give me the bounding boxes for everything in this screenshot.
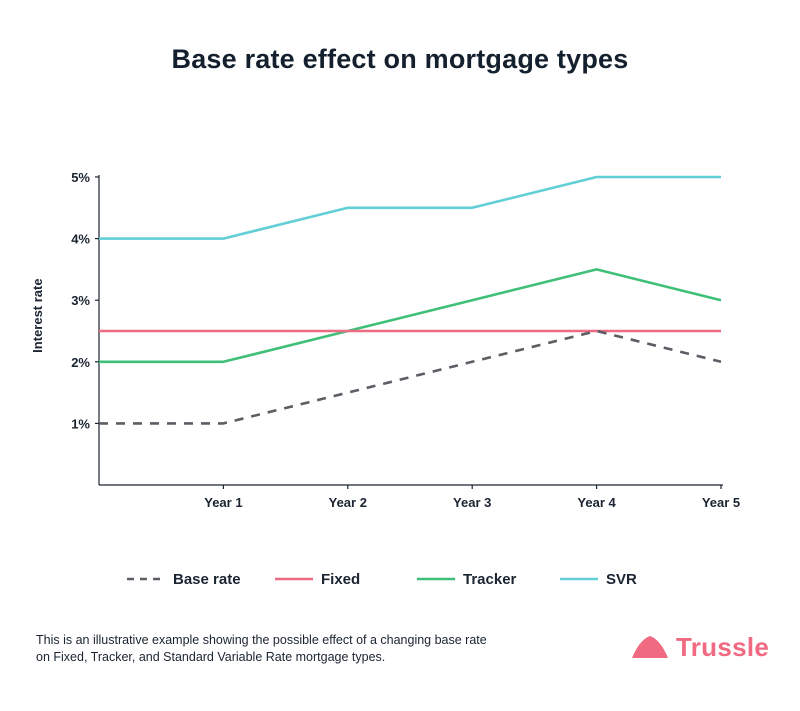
y-tick-label: 4% xyxy=(71,232,90,247)
x-tick-label: Year 5 xyxy=(702,495,740,510)
series-line-base-rate xyxy=(99,329,722,425)
y-axis-label: Interest rate xyxy=(30,278,45,352)
x-tick-label: Year 3 xyxy=(453,495,491,510)
y-tick-label: 3% xyxy=(71,293,90,308)
caption-line-2: on Fixed, Tracker, and Standard Variable… xyxy=(36,650,386,664)
series-line-svr xyxy=(99,175,721,240)
x-tick-label: Year 1 xyxy=(204,495,242,510)
brand-logo: Trussle xyxy=(630,632,769,662)
brand-name: Trussle xyxy=(676,631,770,662)
caption: This is an illustrative example showing … xyxy=(36,632,556,666)
y-tick-label: 5% xyxy=(71,170,90,185)
legend-label-svr: SVR xyxy=(606,571,637,588)
legend-label-base-rate: Base rate xyxy=(173,571,241,588)
legend-label-tracker: Tracker xyxy=(463,571,517,588)
y-tick-label: 1% xyxy=(71,416,90,431)
x-tick-label: Year 2 xyxy=(329,495,367,510)
x-tick-label: Year 4 xyxy=(577,495,616,510)
caption-line-1: This is an illustrative example showing … xyxy=(36,633,487,647)
chart-title: Base rate effect on mortgage types xyxy=(171,44,629,74)
series-line-tracker xyxy=(99,268,722,364)
trussle-logo-icon xyxy=(632,636,668,658)
y-tick-label: 2% xyxy=(71,355,90,370)
legend-label-fixed: Fixed xyxy=(321,571,360,588)
